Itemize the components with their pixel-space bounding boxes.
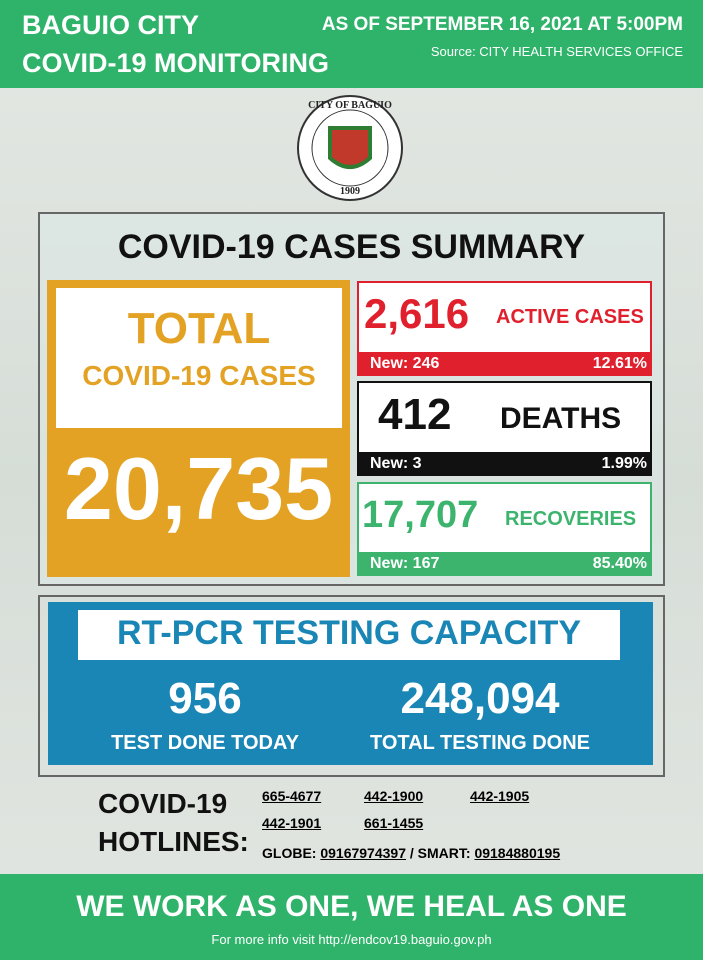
active-percent: 12.61% — [592, 355, 647, 372]
active-value: 2,616 — [364, 290, 470, 337]
tests-today-label: TEST DONE TODAY — [111, 732, 299, 754]
total-label-2: COVID-19 CASES — [82, 360, 316, 391]
deaths-bar — [357, 452, 652, 476]
hotline-number: 665-4677 — [262, 788, 322, 804]
mobile-line: GLOBE: 09167974397 / SMART: 09184880195 — [262, 845, 560, 861]
hotline-number: 442-1905 — [470, 788, 530, 804]
as-of-date: AS OF SEPTEMBER 16, 2021 AT 5:00PM — [321, 14, 683, 35]
recoveries-percent: 85.40% — [592, 555, 647, 572]
globe-label: GLOBE: — [262, 845, 317, 861]
deaths-label: DEATHS — [500, 402, 622, 435]
total-label-box — [56, 288, 342, 428]
hotline-number: 442-1901 — [262, 815, 322, 831]
smart-number: 09184880195 — [474, 845, 561, 861]
info-link: For more info visit http://endcov19.bagu… — [211, 932, 492, 947]
hotline-number: 442-1900 — [364, 788, 424, 804]
deaths-value: 412 — [378, 390, 452, 439]
total-label: TOTAL — [127, 304, 271, 353]
hotlines-label-2: HOTLINES: — [98, 826, 249, 857]
tests-today-value: 956 — [168, 674, 242, 723]
testing-panel — [38, 595, 665, 777]
recoveries-label: RECOVERIES — [505, 508, 637, 530]
footer-band — [0, 874, 703, 960]
deaths-percent: 1.99% — [601, 455, 647, 472]
recoveries-value: 17,707 — [362, 494, 479, 536]
testing-title: RT-PCR TESTING CAPACITY — [116, 614, 582, 652]
globe-number: 09167974397 — [320, 845, 406, 861]
monitoring-title: COVID-19 MONITORING — [22, 48, 330, 78]
summary-title: COVID-19 CASES SUMMARY — [117, 228, 586, 266]
recoveries-bar — [357, 552, 652, 576]
hotlines-label: COVID-19 — [98, 788, 228, 819]
tests-total-label: TOTAL TESTING DONE — [369, 732, 590, 754]
tests-total-value: 248,094 — [400, 674, 560, 723]
testing-title-box — [78, 610, 620, 660]
seal-year: 1909 — [340, 186, 360, 197]
active-bar — [357, 352, 652, 376]
total-value: 20,735 — [63, 439, 334, 538]
active-label: ACTIVE CASES — [496, 306, 644, 328]
deaths-new: New: 3 — [370, 455, 422, 472]
smart-label: / SMART: — [409, 845, 471, 861]
hotline-number: 661-1455 — [364, 815, 424, 831]
recoveries-new: New: 167 — [370, 555, 440, 572]
source: Source: CITY HEALTH SERVICES OFFICE — [430, 44, 683, 59]
active-new: New: 246 — [370, 355, 440, 372]
header-band — [0, 0, 703, 88]
city-title: BAGUIO CITY — [22, 10, 200, 40]
city-seal: CITY OF BAGUIO 1909 — [297, 95, 403, 201]
seal-text: CITY OF BAGUIO — [308, 100, 392, 111]
slogan: WE WORK AS ONE, WE HEAL AS ONE — [76, 890, 627, 923]
